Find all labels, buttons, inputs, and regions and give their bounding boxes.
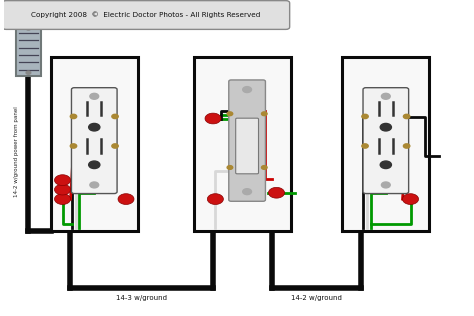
Circle shape: [70, 114, 77, 118]
FancyBboxPatch shape: [2, 1, 290, 29]
Wedge shape: [268, 187, 284, 198]
FancyBboxPatch shape: [236, 118, 258, 174]
FancyBboxPatch shape: [229, 80, 265, 201]
Text: 14-2 w/ground: 14-2 w/ground: [291, 295, 342, 301]
Circle shape: [26, 71, 31, 74]
Bar: [51, 57, 138, 231]
Circle shape: [380, 161, 392, 168]
Circle shape: [112, 144, 118, 148]
Wedge shape: [118, 194, 134, 204]
Circle shape: [243, 87, 252, 93]
Circle shape: [382, 93, 390, 99]
Wedge shape: [205, 113, 221, 124]
Wedge shape: [402, 194, 419, 204]
Circle shape: [362, 114, 368, 118]
Circle shape: [112, 114, 118, 118]
FancyBboxPatch shape: [363, 88, 409, 193]
Circle shape: [26, 27, 31, 30]
Circle shape: [243, 189, 252, 195]
Wedge shape: [55, 184, 71, 195]
Circle shape: [89, 124, 100, 131]
FancyBboxPatch shape: [72, 88, 117, 193]
Circle shape: [380, 124, 392, 131]
Circle shape: [90, 93, 99, 99]
Circle shape: [89, 161, 100, 168]
Circle shape: [227, 112, 233, 116]
Circle shape: [403, 144, 410, 148]
Circle shape: [227, 166, 233, 169]
Bar: [16, 25, 41, 76]
Bar: [342, 57, 429, 231]
Circle shape: [262, 166, 267, 169]
Bar: [194, 57, 291, 231]
Text: 14-2 w/ground power from panel: 14-2 w/ground power from panel: [14, 106, 19, 197]
Circle shape: [90, 182, 99, 188]
Circle shape: [262, 112, 267, 116]
Text: Copyright 2008  ©  Electric Doctor Photos - All Rights Reserved: Copyright 2008 © Electric Doctor Photos …: [31, 11, 260, 18]
Text: 14-3 w/ground: 14-3 w/ground: [116, 295, 167, 301]
Circle shape: [362, 144, 368, 148]
Wedge shape: [55, 175, 71, 185]
Circle shape: [382, 182, 390, 188]
Wedge shape: [207, 194, 223, 204]
Wedge shape: [55, 194, 71, 204]
Circle shape: [403, 114, 410, 118]
Circle shape: [70, 144, 77, 148]
